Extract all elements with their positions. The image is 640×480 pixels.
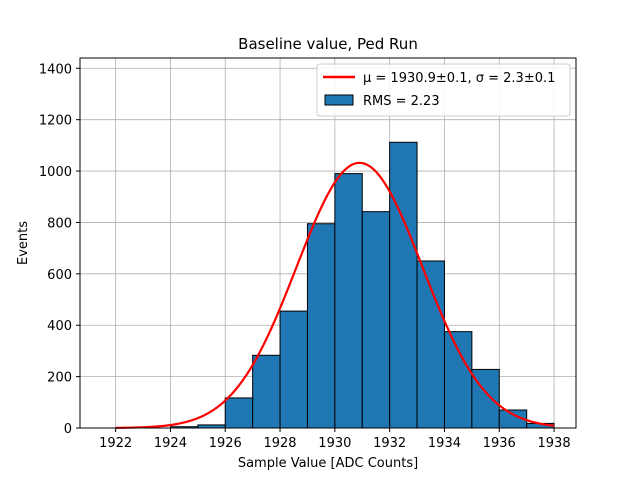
x-tick-label: 1922 (99, 436, 132, 451)
plot-frame (79, 57, 577, 429)
y-tick-label: 1400 (39, 62, 72, 77)
y-tick-label: 0 (64, 422, 72, 437)
x-tick-label: 1930 (318, 436, 351, 451)
x-tick-label: 1936 (483, 436, 516, 451)
y-tick-label: 600 (47, 268, 72, 283)
legend-hist-label: RMS = 2.23 (363, 94, 440, 109)
legend-box (316, 63, 571, 117)
y-tick-label: 1200 (39, 114, 72, 129)
x-axis-ticks: 1922 1924 1926 1928 1930 1932 1934 1936 1938 (99, 428, 571, 451)
legend-hist-swatch (324, 94, 354, 106)
x-tick-label: 1934 (428, 436, 461, 451)
x-tick-label: 1924 (154, 436, 187, 451)
histogram-bar (252, 354, 281, 429)
gaussian-fit-curve (115, 161, 555, 429)
x-axis-label: Sample Value [ADC Counts] (238, 456, 418, 471)
legend-fit-label: μ = 1930.9±0.1, σ = 2.3±0.1 (363, 71, 555, 86)
histogram-bar (334, 173, 363, 429)
histogram-bar (443, 331, 473, 429)
fit-curve-layer (115, 161, 555, 429)
legend: μ = 1930.9±0.1, σ = 2.3±0.1 RMS = 2.23 (316, 63, 571, 117)
x-tick-label: 1938 (538, 436, 571, 451)
y-axis-label: Events (16, 221, 31, 265)
y-axis-ticks: 0 200 400 600 800 1000 1200 1400 (39, 62, 80, 437)
histogram-bar (279, 310, 308, 429)
y-tick-label: 400 (47, 319, 72, 334)
x-tick-label: 1928 (263, 436, 296, 451)
histogram-bar (389, 141, 418, 429)
y-tick-label: 200 (47, 371, 72, 386)
chart-title: Baseline value, Ped Run (238, 35, 418, 53)
histogram-bar (361, 211, 391, 429)
histogram-bar (224, 397, 254, 429)
histogram-bars (169, 141, 555, 429)
y-tick-label: 800 (47, 216, 72, 231)
x-tick-label: 1926 (209, 436, 242, 451)
histogram-bar (306, 223, 336, 429)
y-tick-label: 1000 (39, 165, 72, 180)
x-tick-label: 1932 (373, 436, 406, 451)
